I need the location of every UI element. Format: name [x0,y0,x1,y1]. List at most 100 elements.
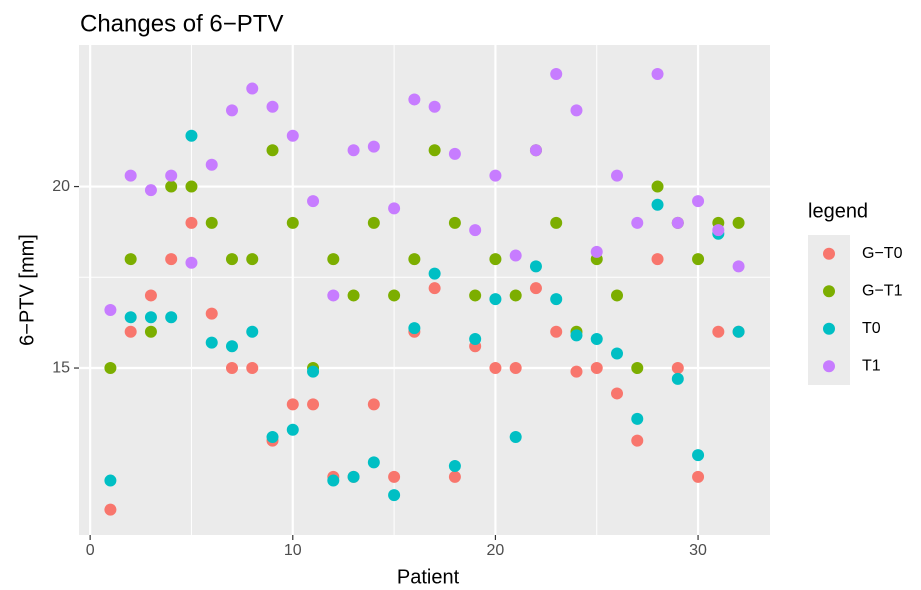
point [448,216,461,229]
point [529,282,542,295]
point [651,180,664,193]
point [327,474,340,487]
legend-label: T0 [862,320,881,337]
point [124,253,137,266]
point [631,434,644,447]
point [550,216,563,229]
point [732,260,745,273]
point [246,253,259,266]
point [550,293,563,306]
point [347,144,360,157]
point [205,307,218,320]
points [104,68,745,516]
point [144,289,157,302]
point [692,449,705,462]
point [225,340,238,353]
y-tick-label: 20 [52,178,70,195]
point [408,93,421,106]
point [428,282,441,295]
point [469,333,482,345]
point [448,147,461,160]
x-tick-label: 20 [487,542,505,559]
point [570,365,583,378]
point [266,100,279,113]
point [246,362,259,375]
point [408,253,421,266]
point [448,470,461,483]
point [165,253,178,266]
y-tick-label: 15 [52,359,70,376]
point [671,216,684,229]
point [165,180,178,193]
point [469,289,482,302]
point [205,216,218,229]
point [509,431,522,443]
legend: G−T0 G−T1 T0 T1 [808,235,903,385]
panel [79,45,770,535]
point [347,289,360,302]
point [327,289,340,302]
point [570,329,583,342]
point [388,289,401,302]
point [144,311,157,324]
point [509,289,522,302]
legend-label: T1 [862,357,881,374]
point [388,489,401,502]
point [124,325,137,338]
point [428,144,441,157]
x-tick-label: 0 [86,542,95,559]
point [367,456,380,469]
point [611,387,624,400]
point [104,503,117,516]
point [388,470,401,483]
point [631,216,644,229]
point [367,398,380,411]
point [550,325,563,338]
point [489,293,502,306]
point [590,245,603,258]
point [327,253,340,266]
point [489,253,502,266]
point [205,336,218,349]
point [307,398,320,411]
legend-title: legend [808,200,868,222]
point [590,362,603,375]
point [732,216,745,229]
point [225,253,238,266]
x-tick-label: 30 [689,542,707,559]
point [408,322,421,335]
point [185,216,198,229]
point [651,198,664,211]
point [712,224,725,237]
point [266,144,279,157]
point [671,362,684,375]
point [509,362,522,375]
point [124,311,137,324]
point [185,129,198,142]
point [611,289,624,302]
y-axis-title: 6−PTV [mm] [16,234,38,346]
point [469,224,482,237]
point [307,195,320,208]
point [489,169,502,182]
point [611,347,624,360]
point [124,169,137,182]
point [428,267,441,280]
point [570,104,583,117]
point [266,431,279,443]
x-tick-label: 10 [284,542,302,559]
point [165,311,178,324]
point [489,362,502,375]
point [388,202,401,215]
point [104,303,117,316]
point [671,372,684,385]
point [286,129,299,142]
legend-label: G−T0 [862,245,903,262]
point [185,256,198,269]
legend-marker [823,247,835,260]
point [246,325,259,338]
point [286,398,299,411]
point [225,104,238,117]
point [692,195,705,208]
